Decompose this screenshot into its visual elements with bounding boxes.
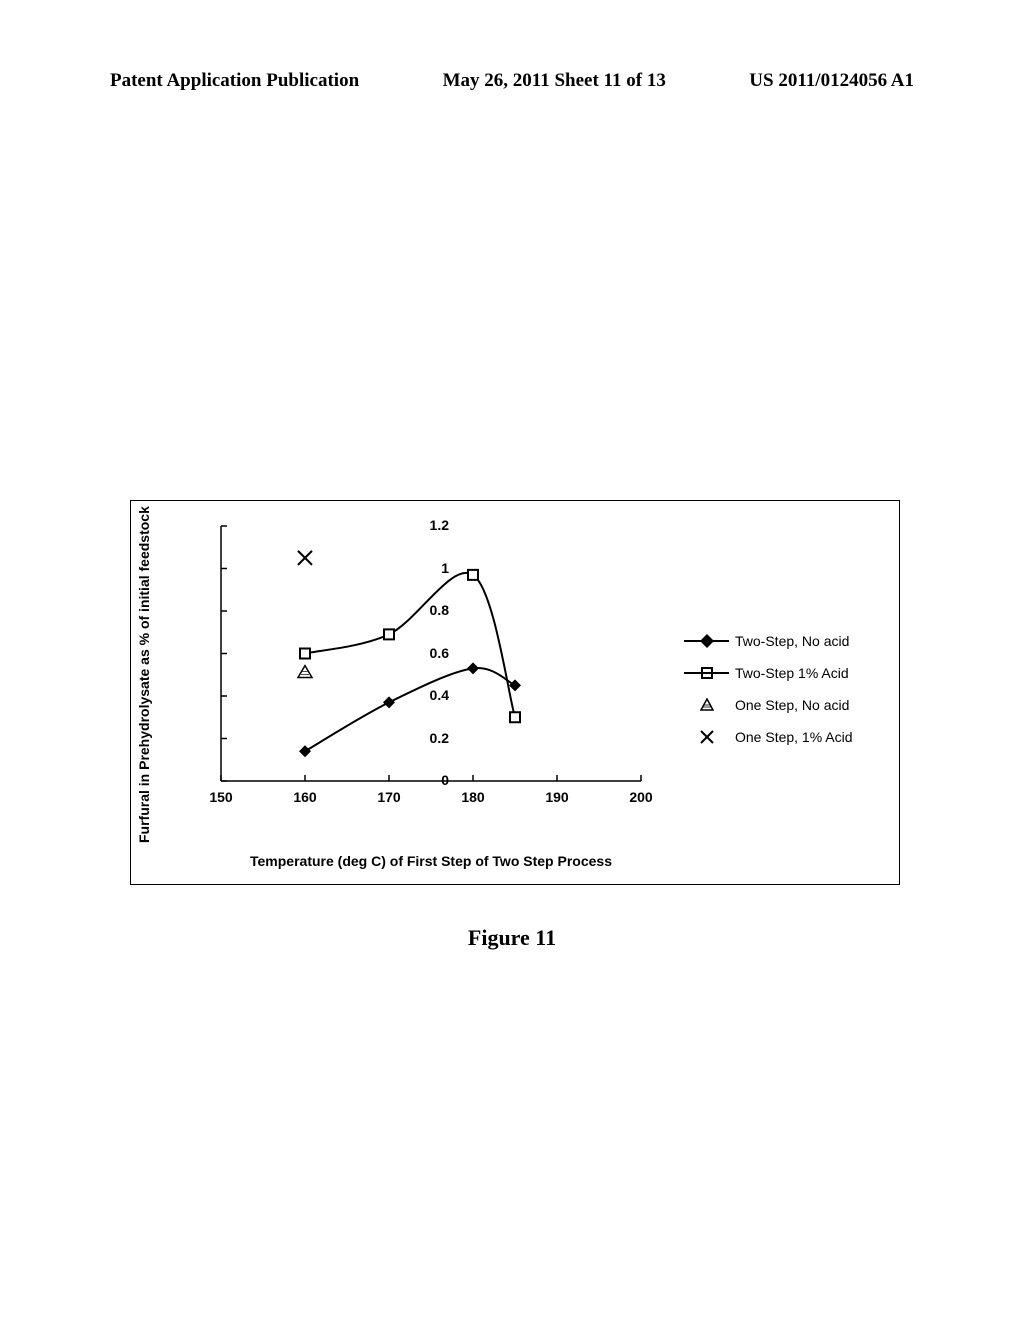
legend-item-two-step-acid: Two-Step 1% Acid	[684, 663, 884, 683]
x-tick-label: 170	[369, 789, 409, 805]
x-tick-label: 200	[621, 789, 661, 805]
legend-item-one-step-no-acid: One Step, No acid	[684, 695, 884, 715]
x-marker-icon	[684, 727, 729, 747]
x-tick-label: 190	[537, 789, 577, 805]
legend-label: One Step, 1% Acid	[735, 729, 853, 745]
y-tick-label: 0.6	[419, 645, 449, 661]
legend-item-one-step-acid: One Step, 1% Acid	[684, 727, 884, 747]
chart-container: Furfural in Prehydrolysate as % of initi…	[130, 500, 900, 885]
legend: Two-Step, No acid Two-Step 1% Acid One S…	[684, 631, 884, 759]
y-axis-label: Furfural in Prehydrolysate as % of initi…	[136, 543, 152, 843]
header-right: US 2011/0124056 A1	[749, 70, 914, 92]
y-tick-label: 0	[419, 772, 449, 788]
figure-caption: Figure 11	[0, 925, 1024, 951]
x-tick-label: 180	[453, 789, 493, 805]
legend-label: Two-Step, No acid	[735, 633, 849, 649]
triangle-open-icon	[684, 695, 729, 715]
x-tick-label: 150	[201, 789, 241, 805]
diamond-filled-icon	[684, 631, 729, 651]
y-tick-label: 0.8	[419, 602, 449, 618]
y-tick-label: 0.2	[419, 730, 449, 746]
x-axis-label: Temperature (deg C) of First Step of Two…	[211, 853, 651, 869]
legend-label: One Step, No acid	[735, 697, 849, 713]
y-tick-label: 0.4	[419, 687, 449, 703]
square-open-icon	[684, 663, 729, 683]
y-tick-label: 1	[419, 560, 449, 576]
legend-item-two-step-no-acid: Two-Step, No acid	[684, 631, 884, 651]
legend-label: Two-Step 1% Acid	[735, 665, 849, 681]
page-header: Patent Application Publication May 26, 2…	[0, 70, 1024, 92]
y-tick-label: 1.2	[419, 517, 449, 533]
x-tick-label: 160	[285, 789, 325, 805]
header-center: May 26, 2011 Sheet 11 of 13	[443, 70, 666, 92]
header-left: Patent Application Publication	[110, 70, 359, 92]
